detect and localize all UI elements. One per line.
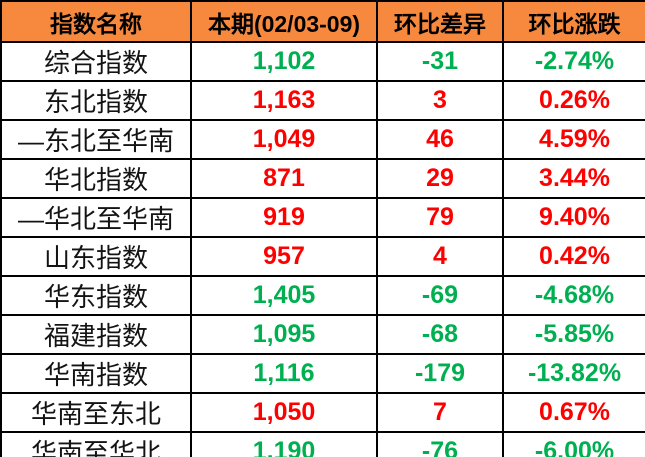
diff-cell: -69 xyxy=(376,275,504,316)
current-value-cell: 871 xyxy=(190,158,378,199)
table-row: 综合指数 1,102 -31 -2.74% xyxy=(0,41,645,82)
index-name-cell: 华南指数 xyxy=(0,353,192,394)
index-name-cell: 福建指数 xyxy=(0,314,192,355)
index-name-cell: —东北至华南 xyxy=(0,119,192,160)
diff-cell: 79 xyxy=(376,197,504,238)
current-value-cell: 919 xyxy=(190,197,378,238)
index-name-cell: —华北至华南 xyxy=(0,197,192,238)
table-row: 东北指数 1,163 3 0.26% xyxy=(0,80,645,121)
current-value-cell: 1,163 xyxy=(190,80,378,121)
current-value-cell: 1,190 xyxy=(190,431,378,457)
change-cell: 0.42% xyxy=(502,236,645,277)
current-value-cell: 1,050 xyxy=(190,392,378,433)
table-row: 华北指数 871 29 3.44% xyxy=(0,158,645,199)
table-row: 福建指数 1,095 -68 -5.85% xyxy=(0,314,645,355)
change-cell: 9.40% xyxy=(502,197,645,238)
index-name-cell: 综合指数 xyxy=(0,41,192,82)
column-header-index-name: 指数名称 xyxy=(0,0,192,43)
index-name-cell: 山东指数 xyxy=(0,236,192,277)
index-name-cell: 华南至东北 xyxy=(0,392,192,433)
change-cell: -2.74% xyxy=(502,41,645,82)
diff-cell: -76 xyxy=(376,431,504,457)
column-header-diff: 环比差异 xyxy=(376,0,504,43)
change-cell: 4.59% xyxy=(502,119,645,160)
change-cell: -6.00% xyxy=(502,431,645,457)
diff-cell: -31 xyxy=(376,41,504,82)
diff-cell: 46 xyxy=(376,119,504,160)
column-header-current-period: 本期(02/03-09) xyxy=(190,0,378,43)
header-row: 指数名称 本期(02/03-09) 环比差异 环比涨跌 xyxy=(0,0,645,43)
index-name-cell: 东北指数 xyxy=(0,80,192,121)
diff-cell: -68 xyxy=(376,314,504,355)
diff-cell: -179 xyxy=(376,353,504,394)
current-value-cell: 1,095 xyxy=(190,314,378,355)
current-value-cell: 1,405 xyxy=(190,275,378,316)
current-value-cell: 957 xyxy=(190,236,378,277)
index-name-cell: 华南至华北 xyxy=(0,431,192,457)
change-cell: -13.82% xyxy=(502,353,645,394)
diff-cell: 29 xyxy=(376,158,504,199)
table-row: —华北至华南 919 79 9.40% xyxy=(0,197,645,238)
current-value-cell: 1,102 xyxy=(190,41,378,82)
table-row: 华南至东北 1,050 7 0.67% xyxy=(0,392,645,433)
change-cell: 0.26% xyxy=(502,80,645,121)
table-row: —东北至华南 1,049 46 4.59% xyxy=(0,119,645,160)
table-row: 山东指数 957 4 0.42% xyxy=(0,236,645,277)
table-row: 华南指数 1,116 -179 -13.82% xyxy=(0,353,645,394)
index-name-cell: 华东指数 xyxy=(0,275,192,316)
change-cell: -5.85% xyxy=(502,314,645,355)
current-value-cell: 1,049 xyxy=(190,119,378,160)
table-row: 华东指数 1,405 -69 -4.68% xyxy=(0,275,645,316)
change-cell: 0.67% xyxy=(502,392,645,433)
diff-cell: 3 xyxy=(376,80,504,121)
change-cell: 3.44% xyxy=(502,158,645,199)
table-row: 华南至华北 1,190 -76 -6.00% xyxy=(0,431,645,457)
current-value-cell: 1,116 xyxy=(190,353,378,394)
column-header-change: 环比涨跌 xyxy=(502,0,645,43)
diff-cell: 7 xyxy=(376,392,504,433)
change-cell: -4.68% xyxy=(502,275,645,316)
diff-cell: 4 xyxy=(376,236,504,277)
index-name-cell: 华北指数 xyxy=(0,158,192,199)
